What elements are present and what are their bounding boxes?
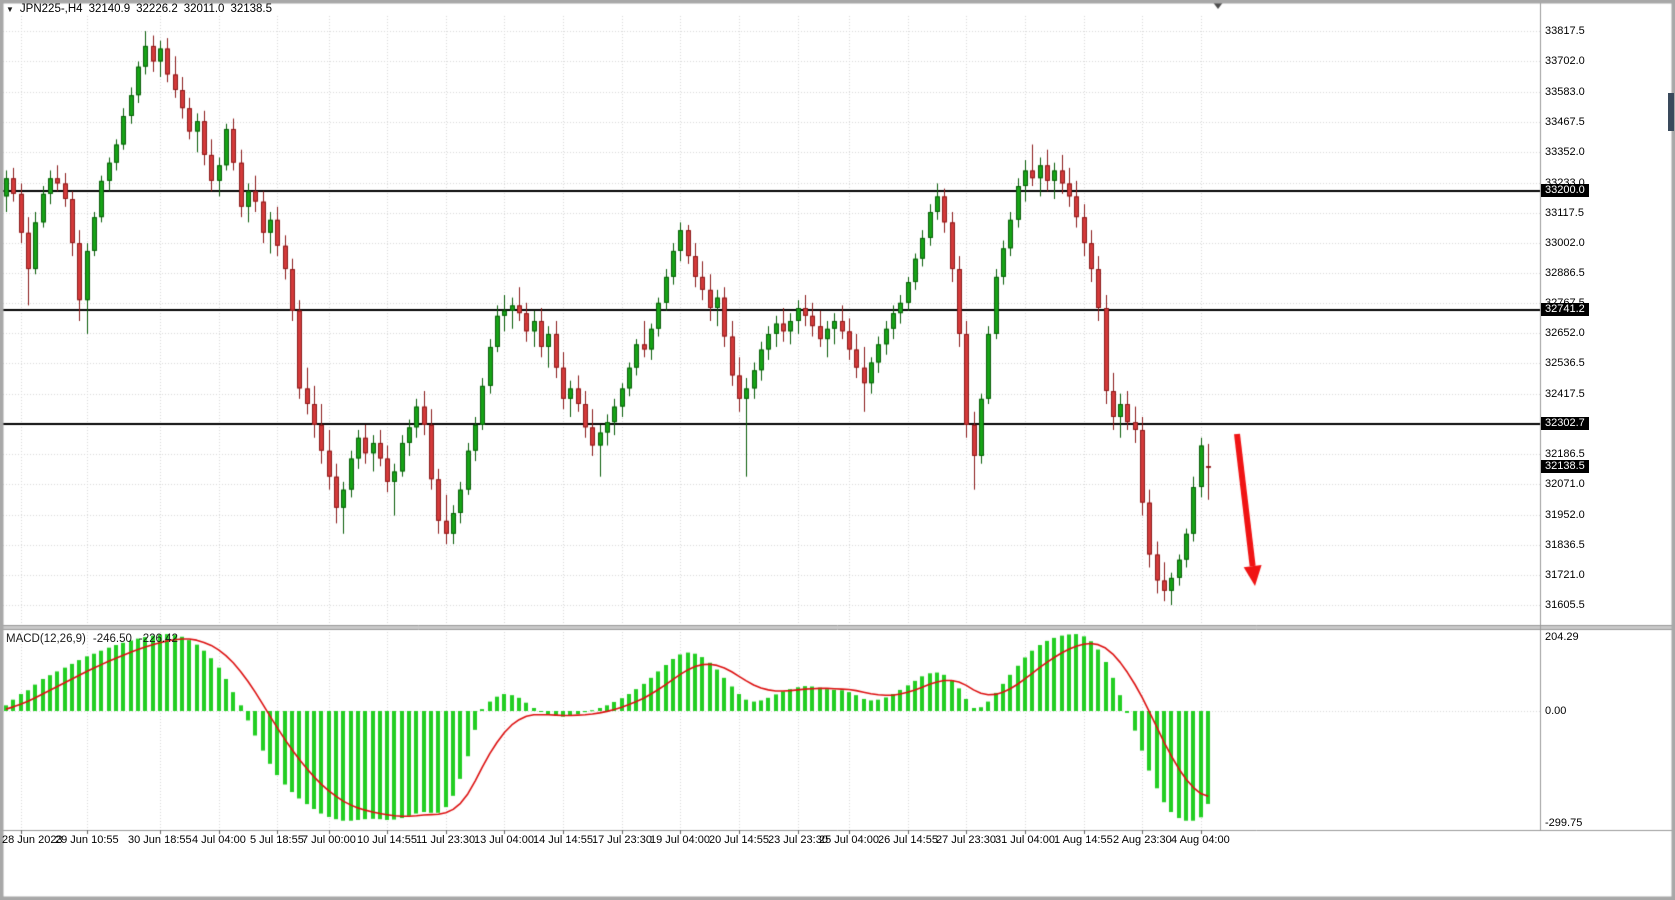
macd-main-value: -246.50: [92, 633, 132, 645]
low-value: 32011.0: [183, 3, 225, 15]
open-value: 32140.9: [88, 3, 131, 15]
close-value: 32138.5: [230, 3, 273, 15]
symbol-period-label: JPN225-,H4: [19, 3, 83, 15]
high-value: 32226.2: [136, 3, 178, 15]
macd-indicator-label: MACD(12,26,9) -246.50 -226.42: [6, 633, 178, 645]
chart-title: ▼ JPN225-,H4 32140.9 32226.2 32011.0 321…: [6, 3, 272, 15]
symbol-dropdown-icon[interactable]: ▼: [6, 4, 14, 14]
macd-signal-value: -226.42: [138, 633, 178, 645]
macd-name: MACD(12,26,9): [6, 633, 86, 645]
scrollbar-thumb[interactable]: [1668, 93, 1674, 131]
